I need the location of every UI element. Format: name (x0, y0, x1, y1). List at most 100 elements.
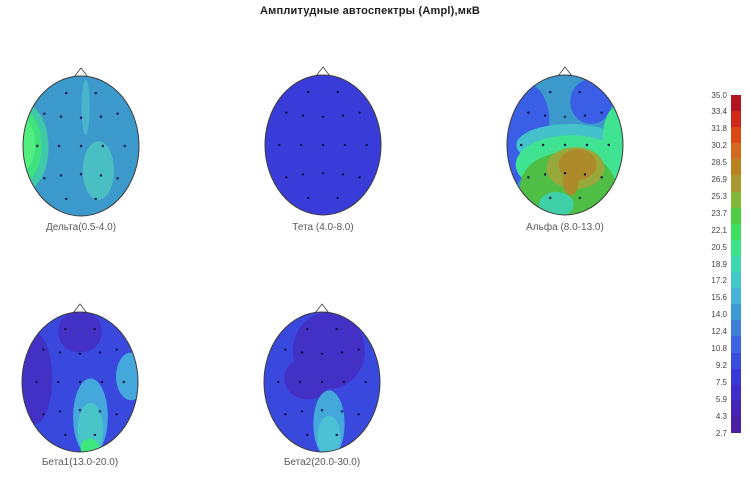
electrode-dot (600, 176, 603, 179)
electrode-dot (284, 413, 287, 416)
colorbar-segment (731, 191, 741, 208)
electrode-dot (98, 410, 102, 413)
electrode-dot (578, 196, 581, 200)
colorbar-segment (731, 111, 741, 128)
amplitude-region (80, 438, 100, 452)
colorbar-segment (731, 272, 741, 289)
head-outline (21, 311, 139, 453)
electrode-dot (57, 144, 61, 148)
electrode-dot (563, 115, 567, 118)
electrode-dot (341, 114, 345, 117)
colorbar-tick-label: 18.9 (711, 259, 727, 269)
colorbar-tick-label: 14.0 (711, 310, 727, 320)
colorbar-tick-label: 28.5 (711, 158, 727, 168)
electrode-dot (65, 197, 68, 201)
electrode-dot (549, 196, 552, 200)
amplitude-region (284, 357, 331, 400)
electrode-dot (358, 111, 361, 114)
topomap-alpha (504, 65, 626, 217)
electrode-dot (357, 348, 360, 351)
colorbar-segment (731, 352, 741, 369)
electrode-dot (93, 433, 96, 437)
colorbar-segment (731, 400, 741, 417)
colorbar-tick-labels: 35.0 33.4 31.8 30.2 28.5 26.9 25.3 23.7 22.1 20.5… (695, 0, 729, 499)
electrode-dot (299, 143, 303, 147)
colorbar-tick-label: 12.4 (711, 327, 727, 337)
head-outline (506, 74, 624, 216)
electrode-dot (541, 143, 545, 147)
electrode-dot (78, 409, 82, 412)
electrode-dot (79, 116, 83, 119)
electrode-dot (93, 327, 96, 331)
electrode-dot (306, 433, 309, 437)
colorbar-segment (731, 175, 741, 192)
colorbar-segment (731, 239, 741, 256)
electrode-dot (116, 177, 119, 180)
electrode-dot (101, 144, 105, 148)
electrode-dot (600, 111, 603, 114)
colorbar-segment (731, 288, 741, 305)
electrode-dot (563, 143, 567, 147)
amplitude-region (23, 116, 36, 173)
electrode-dot (285, 176, 288, 179)
colorbar-segment (731, 384, 741, 401)
colorbar-segment (731, 159, 741, 176)
page-title: Амплитудные автоспектры (Ampl),мкВ (260, 5, 480, 17)
electrode-dot (35, 380, 38, 384)
electrode-dot (307, 90, 310, 94)
electrode-dot (583, 114, 587, 117)
electrode-dot (79, 173, 83, 176)
nose-icon (72, 303, 88, 314)
nose-icon (315, 66, 331, 77)
topomap-label-delta: Дельта(0.5-4.0) (45, 222, 117, 233)
nose-icon (314, 303, 330, 314)
colorbar (731, 95, 741, 433)
colorbar-tick-label: 33.4 (711, 107, 727, 117)
electrode-dot (278, 143, 281, 147)
topomap-label-beta1: Бета1(13.0-20.0) (41, 457, 119, 468)
colorbar-tick-label: 5.9 (715, 394, 727, 404)
colorbar-tick-label: 31.8 (711, 124, 727, 134)
colorbar-tick-label: 2.7 (715, 428, 727, 438)
electrode-dot (43, 177, 46, 180)
electrode-dot (298, 380, 302, 384)
topomap-delta (20, 66, 142, 218)
electrode-dot (320, 409, 324, 412)
electrode-dot (100, 380, 104, 384)
colorbar-tick-label: 10.8 (711, 344, 727, 353)
topomap-beta1-canvas (21, 303, 139, 453)
colorbar-tick-label: 9.2 (715, 360, 727, 370)
colorbar-segment (731, 95, 741, 112)
electrode-dot (284, 348, 287, 351)
electrode-dot (42, 413, 45, 416)
electrode-dot (607, 143, 610, 147)
colorbar-segment (731, 143, 741, 160)
electrode-dot (94, 197, 97, 201)
topomap-beta2 (261, 302, 383, 454)
head-outline (264, 74, 382, 216)
electrode-dot (36, 144, 39, 148)
electrode-dot (527, 176, 530, 179)
electrode-dot (64, 327, 67, 331)
amplitude-region (538, 191, 574, 215)
topomap-theta-canvas (264, 66, 382, 216)
electrode-dot (115, 413, 118, 416)
amplitude-region (82, 141, 115, 200)
electrode-dot (358, 176, 361, 179)
topomap-alpha-canvas (506, 66, 624, 216)
electrode-dot (321, 172, 325, 175)
electrode-dot (64, 433, 67, 437)
electrode-dot (42, 348, 45, 351)
electrode-dot (58, 351, 62, 354)
electrode-dot (300, 351, 304, 354)
electrode-dot (336, 196, 339, 200)
electrode-dot (99, 174, 103, 177)
colorbar-segment (731, 368, 741, 385)
colorbar-segment (731, 304, 741, 321)
electrode-dot (335, 327, 338, 331)
electrode-dot (116, 112, 119, 115)
nose-icon (557, 66, 573, 77)
colorbar-segment (731, 320, 741, 337)
electrode-dot (99, 115, 103, 118)
electrode-dot (583, 173, 587, 176)
